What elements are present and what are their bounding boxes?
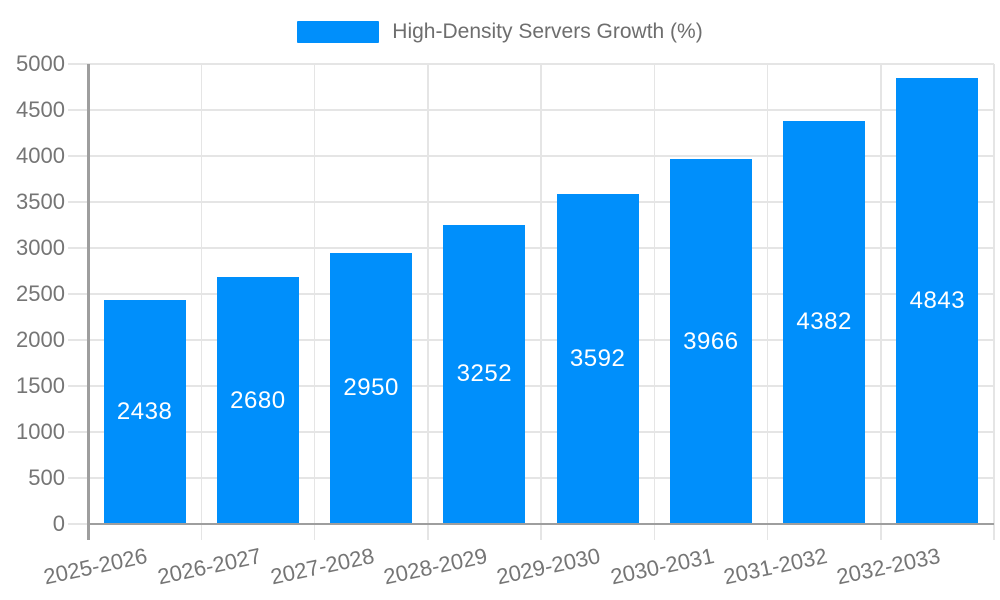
bar[interactable]: 3966	[669, 159, 752, 524]
x-gridline	[880, 64, 882, 540]
y-axis-tick-label: 0	[52, 511, 65, 536]
y-axis-tick-label: 1000	[16, 419, 65, 444]
x-axis-tick-text: 2025-2026	[41, 543, 150, 590]
bar-value-label: 2950	[343, 374, 399, 402]
bar-value-label: 4382	[796, 308, 852, 336]
y-axis-tick-label: 5000	[16, 51, 65, 76]
x-gridline	[200, 64, 202, 540]
y-axis-tick-label: 3000	[16, 235, 65, 260]
x-gridline	[766, 64, 769, 540]
y-axis-tick-label: 4000	[16, 143, 65, 168]
bar[interactable]: 2950	[330, 252, 413, 524]
x-axis-tick-text: 2027-2028	[268, 543, 377, 590]
y-gridline	[68, 155, 994, 157]
bar-value-label: 3592	[569, 344, 626, 372]
y-axis-line	[87, 64, 90, 540]
y-gridline	[68, 63, 994, 65]
bar[interactable]: 4843	[896, 78, 979, 524]
x-axis-tick-text: 2030-2031	[607, 543, 717, 590]
y-gridline	[68, 339, 994, 341]
bar[interactable]: 4382	[783, 120, 866, 524]
x-axis-tick-text: 2028-2029	[381, 543, 490, 590]
y-axis-tick-label: 500	[28, 465, 65, 490]
bar-value-label: 3252	[456, 360, 513, 388]
x-gridline	[540, 64, 542, 540]
bar-value-label: 2680	[230, 386, 286, 414]
bar[interactable]: 2438	[103, 299, 186, 524]
y-gridline	[68, 201, 994, 203]
x-gridline	[653, 64, 655, 540]
y-axis-tick-label: 2500	[16, 281, 65, 306]
bar[interactable]: 3592	[556, 193, 639, 524]
bar-value-label: 4843	[909, 287, 966, 315]
chart-legend[interactable]: High-Density Servers Growth (%)	[0, 20, 1000, 44]
y-axis-tick-label: 3500	[16, 189, 65, 214]
x-gridline	[993, 64, 995, 540]
y-gridline	[68, 385, 994, 387]
bar[interactable]: 2680	[216, 277, 299, 524]
y-gridline	[68, 109, 994, 111]
y-gridline	[68, 477, 994, 479]
x-axis-tick-text: 2031-2032	[721, 543, 830, 590]
x-axis-line	[88, 522, 994, 525]
bar[interactable]: 3252	[443, 224, 526, 524]
y-axis-tick-label: 4500	[16, 97, 65, 122]
x-axis-tick-text: 2029-2030	[494, 543, 603, 590]
y-gridline	[68, 247, 994, 249]
y-axis-tick-label: 1500	[16, 373, 65, 398]
plot-area: 2438 2680 2950 3252 3592 3966 4382 4843	[68, 63, 995, 540]
x-axis-tick-text: 2026-2027	[154, 543, 264, 590]
y-gridline	[68, 293, 994, 295]
legend-series-swatch	[297, 21, 380, 43]
y-axis-tick-label: 2000	[16, 327, 65, 352]
x-axis-tick-text: 2032-2033	[834, 543, 943, 590]
legend-series-label: High-Density Servers Growth (%)	[392, 20, 703, 43]
x-gridline	[427, 64, 429, 540]
x-gridline	[313, 64, 316, 540]
bar-value-label: 3966	[683, 327, 739, 355]
y-gridline	[68, 431, 994, 433]
bar-value-label: 2438	[116, 397, 173, 425]
